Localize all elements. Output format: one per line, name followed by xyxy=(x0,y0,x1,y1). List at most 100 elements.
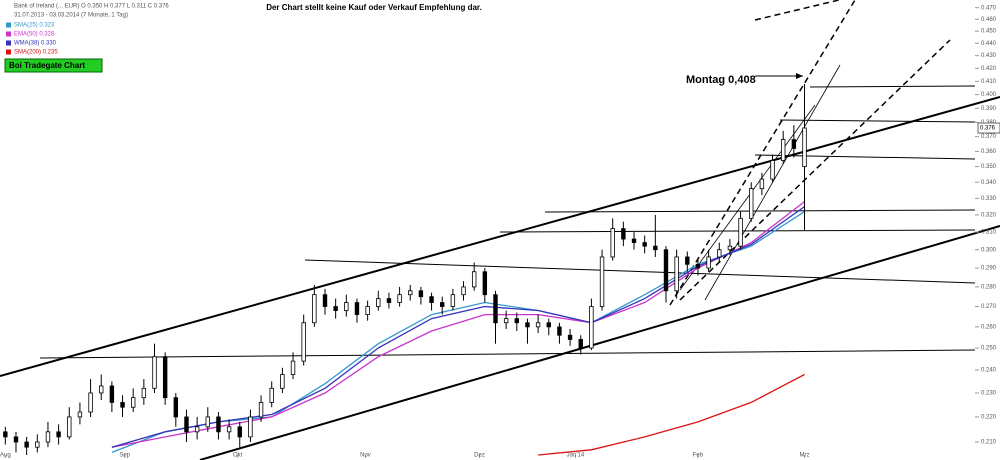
y-tick-label: 0.250 xyxy=(981,346,997,352)
candle-body xyxy=(3,431,8,438)
ma-line xyxy=(111,206,805,448)
y-tick-label: 0.390 xyxy=(981,106,997,112)
candle-body xyxy=(599,256,605,307)
candle-body xyxy=(546,322,551,328)
candle-body xyxy=(184,416,189,433)
lower-channel xyxy=(199,225,1000,460)
y-tick-label: 0.210 xyxy=(981,440,997,446)
candle-body xyxy=(344,302,349,311)
candle-body xyxy=(557,326,562,336)
y-tick-label: 0.300 xyxy=(981,247,997,253)
candle-body xyxy=(589,306,594,349)
x-tick-label: Nov xyxy=(360,453,371,459)
resistance-line xyxy=(754,154,976,160)
x-tick-label: Mrz xyxy=(800,453,810,459)
candle-body xyxy=(205,416,210,428)
candle-body xyxy=(67,416,72,438)
candle-body xyxy=(386,298,392,303)
y-tick-label: 0.330 xyxy=(981,196,997,202)
plot: 0.210 0.220 0.230 0.240 0.250 0.260 0.270 0.280… xyxy=(0,5,1000,459)
legend-label: WMA(38) 0.330 xyxy=(14,41,57,47)
last-price-label: 0.376 xyxy=(980,126,996,132)
candle-body xyxy=(152,356,157,389)
legend-label: SMA(25) 0.323 xyxy=(14,23,55,29)
y-tick-label: 0.240 xyxy=(981,368,997,374)
candle-body xyxy=(610,228,615,258)
candle-body xyxy=(35,441,40,448)
resistance-line xyxy=(499,229,976,233)
resistance-line xyxy=(779,119,976,123)
candle-body xyxy=(674,256,679,292)
legend-swatch xyxy=(6,22,11,28)
candle-body xyxy=(237,426,242,438)
candle-body xyxy=(780,139,786,161)
legend-label: EMA(50) 0.328 xyxy=(14,32,55,38)
candle-body xyxy=(738,217,743,247)
candle-body xyxy=(791,139,797,149)
candle-body xyxy=(88,392,93,413)
y-tick-label: 0.370 xyxy=(981,134,997,140)
candle-body xyxy=(429,296,434,303)
y-tick-label: 0.310 xyxy=(981,230,997,236)
x-tick-label: Sep xyxy=(119,453,130,459)
candle-body xyxy=(130,397,136,408)
x-tick-label: Okt xyxy=(233,453,243,459)
y-tick-label: 0.320 xyxy=(981,213,997,219)
upper-channel xyxy=(0,96,1000,377)
y-tick-label: 0.260 xyxy=(981,324,997,330)
candle-body xyxy=(99,385,104,394)
legend-label: SMA(200) 0.235 xyxy=(14,50,58,56)
candle-body xyxy=(535,322,541,328)
y-tick-label: 0.350 xyxy=(981,164,997,170)
y-tick-label: 0.400 xyxy=(981,92,997,98)
candle-body xyxy=(578,339,583,349)
candle-body xyxy=(77,411,83,418)
candle-body xyxy=(194,426,200,433)
support-line xyxy=(39,349,976,359)
candle-body xyxy=(503,318,509,324)
candle-body xyxy=(301,322,306,362)
y-tick-label: 0.470 xyxy=(981,5,997,11)
ma-line xyxy=(538,373,805,456)
candle-body xyxy=(56,431,61,438)
resistance-line xyxy=(809,85,976,88)
candle-body xyxy=(173,397,179,418)
y-tick-label: 0.430 xyxy=(981,53,997,59)
candle-body xyxy=(770,160,775,180)
y-tick-label: 0.460 xyxy=(981,17,997,23)
candle-body xyxy=(461,286,466,296)
y-tick-label: 0.420 xyxy=(981,66,997,72)
candle-body xyxy=(13,436,19,443)
candle-body xyxy=(269,387,274,403)
thin-trend xyxy=(704,64,841,301)
candle-body xyxy=(450,294,456,307)
candle-body xyxy=(514,318,520,324)
candle-body xyxy=(120,402,125,408)
candle-body xyxy=(663,249,669,292)
candle-body xyxy=(759,178,765,190)
ma-line xyxy=(111,201,805,448)
candle-body xyxy=(312,294,317,324)
y-tick-label: 0.340 xyxy=(981,180,997,186)
support-line xyxy=(304,259,976,284)
x-tick-label: Dez xyxy=(474,453,485,459)
candle-body xyxy=(685,256,690,265)
candle-body xyxy=(248,416,253,438)
period: 31.07.2013 - 03.03.2014 (7 Monate, 1 Tag… xyxy=(14,13,128,19)
candle-body xyxy=(333,306,338,311)
dashed-trend xyxy=(754,0,843,21)
y-tick-label: 0.270 xyxy=(981,304,997,310)
x-tick-label: Jan'14 xyxy=(567,453,585,459)
candle-body xyxy=(653,245,658,251)
y-tick-label: 0.410 xyxy=(981,79,997,85)
candle-body xyxy=(802,127,807,168)
last-price-box xyxy=(977,122,1000,134)
candle-body xyxy=(226,426,232,433)
candle-body xyxy=(408,290,413,296)
candle-body xyxy=(482,271,488,296)
candle-body xyxy=(365,306,370,315)
badge-box xyxy=(4,58,103,73)
candle-body xyxy=(493,294,498,324)
x-tick-label: Aug xyxy=(0,453,11,459)
